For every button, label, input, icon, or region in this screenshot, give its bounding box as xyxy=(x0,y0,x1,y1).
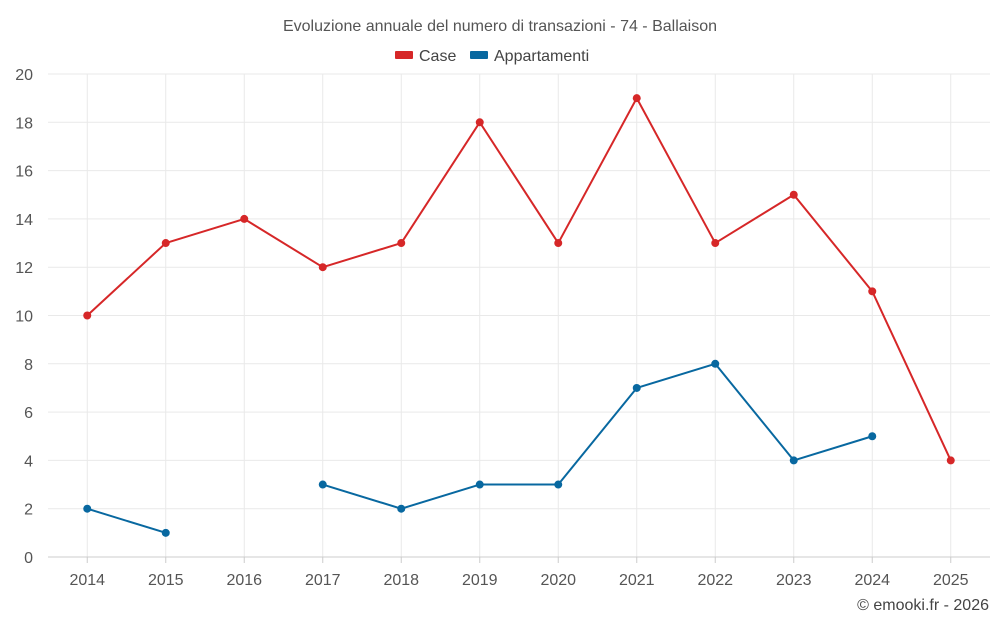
legend-item-case[interactable]: Case xyxy=(395,48,456,65)
y-tick-label: 6 xyxy=(24,405,33,422)
legend-label-case: Case xyxy=(419,48,456,65)
x-tick-label: 2023 xyxy=(776,572,812,589)
data-point[interactable] xyxy=(554,239,563,248)
y-tick-label: 20 xyxy=(15,67,33,84)
data-point[interactable] xyxy=(789,456,798,465)
legend-swatch-appartamenti xyxy=(470,51,488,59)
data-point[interactable] xyxy=(632,94,641,103)
legend: Case Appartamenti xyxy=(395,48,589,65)
legend-label-appartamenti: Appartamenti xyxy=(494,48,589,65)
legend-swatch-case xyxy=(395,51,413,59)
legend-item-appartamenti[interactable]: Appartamenti xyxy=(470,48,589,65)
data-point[interactable] xyxy=(711,359,720,368)
data-point[interactable] xyxy=(475,480,484,489)
plot-area xyxy=(83,94,955,537)
series-appartamenti xyxy=(83,359,877,537)
y-tick-label: 8 xyxy=(24,357,33,374)
chart-title: Evoluzione annuale del numero di transaz… xyxy=(283,18,717,35)
data-point[interactable] xyxy=(789,190,798,199)
data-point[interactable] xyxy=(632,383,641,392)
x-tick-label: 2018 xyxy=(383,572,419,589)
y-tick-label: 12 xyxy=(15,260,33,277)
y-axis: 0 2 4 6 8 10 12 14 16 18 20 xyxy=(15,67,33,567)
data-point[interactable] xyxy=(475,118,484,127)
data-point[interactable] xyxy=(161,239,170,248)
gridlines xyxy=(48,73,990,557)
y-tick-label: 10 xyxy=(15,309,33,326)
x-tick-label: 2022 xyxy=(697,572,733,589)
x-axis: 2014 2015 2016 2017 2018 2019 2020 2021 2022 2023… xyxy=(48,556,990,589)
data-point[interactable] xyxy=(397,239,406,248)
x-tick-label: 2025 xyxy=(933,572,969,589)
x-tick-label: 2020 xyxy=(540,572,576,589)
data-point[interactable] xyxy=(554,480,563,489)
data-point[interactable] xyxy=(240,214,249,223)
x-tick-label: 2021 xyxy=(619,572,655,589)
y-tick-label: 2 xyxy=(24,502,33,519)
credit-text: © emooki.fr - 2026 xyxy=(857,597,989,614)
x-tick-label: 2014 xyxy=(69,572,105,589)
series-case xyxy=(83,94,955,465)
y-tick-label: 16 xyxy=(15,164,33,181)
data-point[interactable] xyxy=(161,528,170,537)
x-tick-label: 2017 xyxy=(305,572,341,589)
y-tick-label: 0 xyxy=(24,550,33,567)
data-point[interactable] xyxy=(83,311,92,320)
data-point[interactable] xyxy=(318,263,327,272)
y-tick-label: 14 xyxy=(15,212,33,229)
data-point[interactable] xyxy=(946,456,955,465)
data-point[interactable] xyxy=(711,239,720,248)
y-tick-label: 4 xyxy=(24,453,33,470)
data-point[interactable] xyxy=(397,504,406,513)
y-tick-label: 18 xyxy=(15,115,33,132)
x-tick-label: 2015 xyxy=(148,572,184,589)
x-tick-label: 2024 xyxy=(854,572,890,589)
data-point[interactable] xyxy=(868,432,877,441)
data-point[interactable] xyxy=(318,480,327,489)
series-line xyxy=(86,507,167,534)
x-tick-label: 2019 xyxy=(462,572,498,589)
data-point[interactable] xyxy=(83,504,92,513)
series-line xyxy=(86,97,952,461)
data-point[interactable] xyxy=(868,287,877,296)
series-line xyxy=(322,362,873,510)
x-tick-label: 2016 xyxy=(226,572,262,589)
